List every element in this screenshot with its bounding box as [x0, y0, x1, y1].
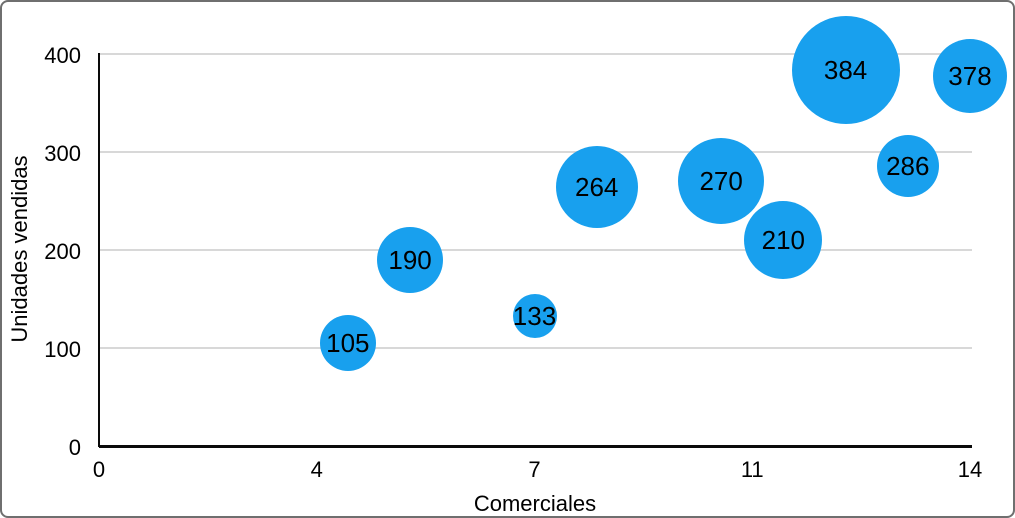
- x-tick-label-4: 4: [310, 457, 323, 482]
- bubble-label: 133: [512, 300, 557, 331]
- y-tick-label-400: 400: [44, 43, 81, 68]
- x-tick-label-11: 11: [740, 457, 764, 482]
- bubble-210: 210: [744, 201, 823, 280]
- bubble-label: 105: [326, 328, 370, 359]
- gridline-200: [99, 249, 972, 251]
- bubble-378: 378: [933, 38, 1007, 113]
- bubble-264: 264: [555, 146, 638, 229]
- y-axis-title: Unidades vendidas: [7, 155, 32, 343]
- bubble-label: 190: [388, 244, 432, 275]
- x-tick-label-14: 14: [957, 457, 983, 482]
- y-tick-label-100: 100: [44, 337, 81, 362]
- bubble-label: 286: [886, 150, 930, 181]
- bubble-label: 378: [948, 60, 992, 91]
- y-tick-label-0: 0: [68, 435, 81, 460]
- bubble-label: 264: [575, 172, 619, 203]
- x-axis-line: [99, 445, 972, 448]
- y-axis-line: [98, 53, 100, 447]
- x-tick-label-7: 7: [528, 457, 541, 482]
- gridline-100: [99, 347, 972, 349]
- bubble-286: 286: [876, 134, 939, 197]
- bubble-label: 384: [823, 54, 868, 85]
- bubble-190: 190: [377, 226, 444, 293]
- bubble-270: 270: [678, 138, 765, 225]
- bubble-label: 270: [699, 166, 743, 197]
- y-tick-label-300: 300: [44, 141, 81, 166]
- gridline-400: [99, 53, 972, 55]
- x-tick-label-0: 0: [92, 457, 106, 482]
- y-tick-label-200: 200: [44, 239, 81, 264]
- bubble-133: 133: [512, 293, 557, 338]
- bubble-label: 210: [761, 225, 806, 256]
- bubble-105: 105: [319, 315, 376, 372]
- x-axis-title: Comerciales: [473, 491, 597, 516]
- bubble-384: 384: [791, 15, 900, 124]
- gridline-300: [99, 151, 972, 153]
